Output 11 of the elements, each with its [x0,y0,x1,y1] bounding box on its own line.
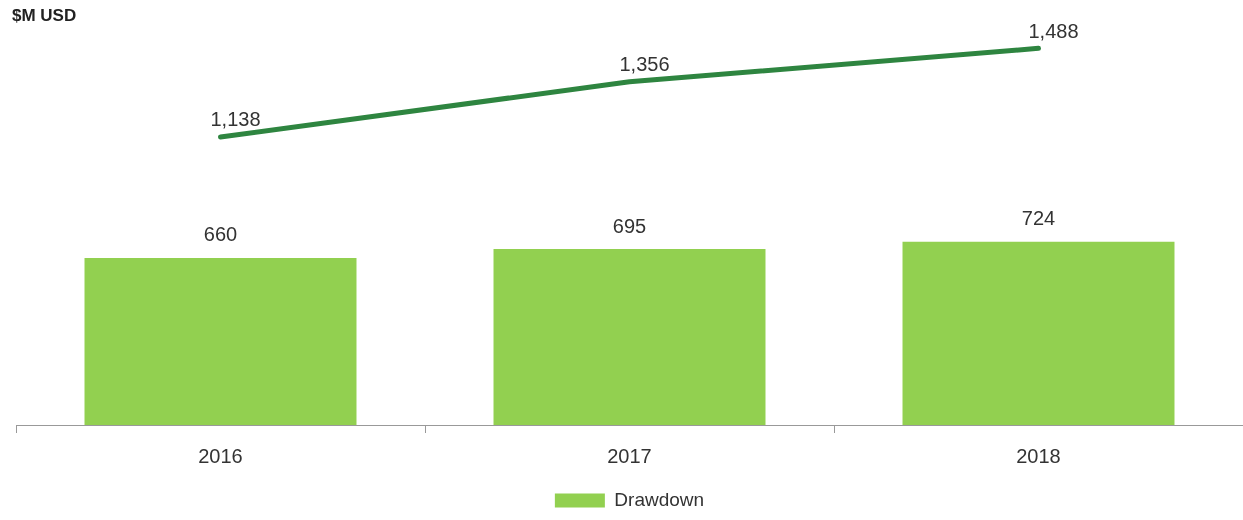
data-label: 1,138 [210,108,261,131]
data-label: 1,356 [619,53,670,76]
data-label: 695 [612,214,647,237]
x-tick-label: 2017 [607,444,652,467]
data-label: 660 [203,223,238,246]
y-axis-title: $M USD [12,6,77,26]
x-tick-label: 2018 [1016,444,1061,467]
data-label: 724 [1021,207,1056,230]
data-label: 1,488 [1028,19,1079,42]
x-tick-label: 2016 [198,444,243,467]
legend-label: Drawdown [614,488,705,510]
